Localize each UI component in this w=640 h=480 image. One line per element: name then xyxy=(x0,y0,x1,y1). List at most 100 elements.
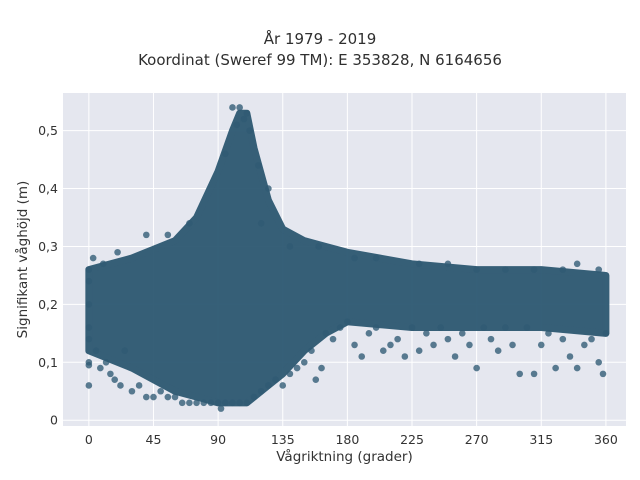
data-point xyxy=(272,376,279,383)
data-point xyxy=(559,335,567,343)
data-point xyxy=(85,324,93,331)
data-point xyxy=(217,405,225,412)
data-point xyxy=(344,318,351,326)
data-point xyxy=(240,115,248,123)
data-point xyxy=(221,399,229,407)
x-tick-label: 315 xyxy=(529,432,553,447)
data-point xyxy=(387,341,394,349)
data-point xyxy=(599,370,607,378)
data-point xyxy=(85,382,93,389)
data-point xyxy=(315,243,322,250)
data-point xyxy=(595,266,603,273)
data-point xyxy=(502,266,509,273)
data-point xyxy=(415,260,423,268)
data-point xyxy=(92,347,100,355)
y-axis-ticks: 0 0,1 0,2 0,3 0,4 0,5 xyxy=(38,123,58,428)
data-point xyxy=(300,358,308,366)
data-point xyxy=(308,347,315,355)
data-point xyxy=(351,341,358,349)
data-point xyxy=(164,231,172,239)
data-point xyxy=(379,347,387,355)
data-point xyxy=(394,335,401,343)
data-point xyxy=(423,330,430,337)
data-point xyxy=(97,364,104,372)
data-point xyxy=(243,109,251,117)
data-point xyxy=(458,330,466,337)
x-tick-label: 180 xyxy=(335,432,359,447)
x-axis-ticks: 0 45 90 135 180 225 270 315 360 xyxy=(85,432,618,447)
data-point xyxy=(221,150,229,158)
data-point xyxy=(581,341,588,349)
data-point xyxy=(257,387,265,395)
x-tick-label: 45 xyxy=(146,432,162,447)
data-point xyxy=(444,260,452,268)
data-point xyxy=(193,399,200,407)
data-point xyxy=(121,347,129,355)
data-point xyxy=(178,399,186,407)
data-point xyxy=(111,376,119,383)
data-point xyxy=(229,399,236,407)
data-point xyxy=(523,324,531,331)
data-point xyxy=(85,358,93,366)
data-point xyxy=(552,364,559,372)
data-point xyxy=(451,353,459,360)
data-point xyxy=(473,364,480,372)
data-point xyxy=(537,341,545,349)
y-tick-label: 0 xyxy=(50,413,58,428)
data-point xyxy=(530,370,538,378)
data-point xyxy=(595,358,603,366)
chart-subtitle: Koordinat (Sweref 99 TM): E 353828, N 61… xyxy=(138,51,502,69)
data-point xyxy=(186,220,193,227)
x-axis-label: Vågriktning (grader) xyxy=(276,448,413,465)
data-point xyxy=(573,364,581,372)
y-tick-label: 0,2 xyxy=(38,297,58,312)
data-point xyxy=(233,121,241,129)
data-point xyxy=(99,260,107,268)
data-point xyxy=(186,399,193,407)
data-point xyxy=(128,387,136,395)
data-point xyxy=(444,335,452,343)
data-point xyxy=(286,243,294,250)
data-point xyxy=(255,162,262,169)
data-point xyxy=(143,231,150,239)
data-point xyxy=(102,358,110,366)
x-tick-label: 135 xyxy=(271,432,295,447)
data-point xyxy=(358,353,366,360)
data-point xyxy=(408,324,416,331)
data-point xyxy=(293,364,301,372)
data-point xyxy=(602,330,610,337)
data-point xyxy=(286,370,294,378)
x-tick-label: 360 xyxy=(594,432,618,447)
data-point xyxy=(135,382,143,389)
data-point xyxy=(143,393,150,401)
data-point xyxy=(329,335,337,343)
data-point xyxy=(509,341,516,349)
data-point xyxy=(318,364,325,372)
data-point xyxy=(85,335,93,343)
x-tick-label: 0 xyxy=(85,432,93,447)
data-point xyxy=(566,353,574,360)
data-point xyxy=(236,104,243,111)
data-point xyxy=(487,335,495,343)
x-tick-label: 270 xyxy=(465,432,489,447)
chart-title: År 1979 - 2019 xyxy=(263,30,377,48)
data-point xyxy=(171,393,179,401)
data-point xyxy=(246,127,254,134)
data-point xyxy=(265,382,272,389)
data-point xyxy=(257,220,265,227)
data-point xyxy=(265,185,272,192)
data-point xyxy=(214,399,222,407)
data-point xyxy=(372,254,380,262)
y-axis-label: Signifikant våghöjd (m) xyxy=(14,181,31,339)
data-point xyxy=(430,341,437,349)
data-point xyxy=(85,266,93,273)
data-point xyxy=(200,399,208,407)
data-point xyxy=(107,370,114,378)
x-tick-label: 90 xyxy=(210,432,226,447)
data-point xyxy=(401,353,409,360)
y-tick-label: 0,5 xyxy=(38,123,58,138)
data-point xyxy=(89,254,97,262)
data-point xyxy=(114,248,121,256)
data-point xyxy=(530,266,538,273)
